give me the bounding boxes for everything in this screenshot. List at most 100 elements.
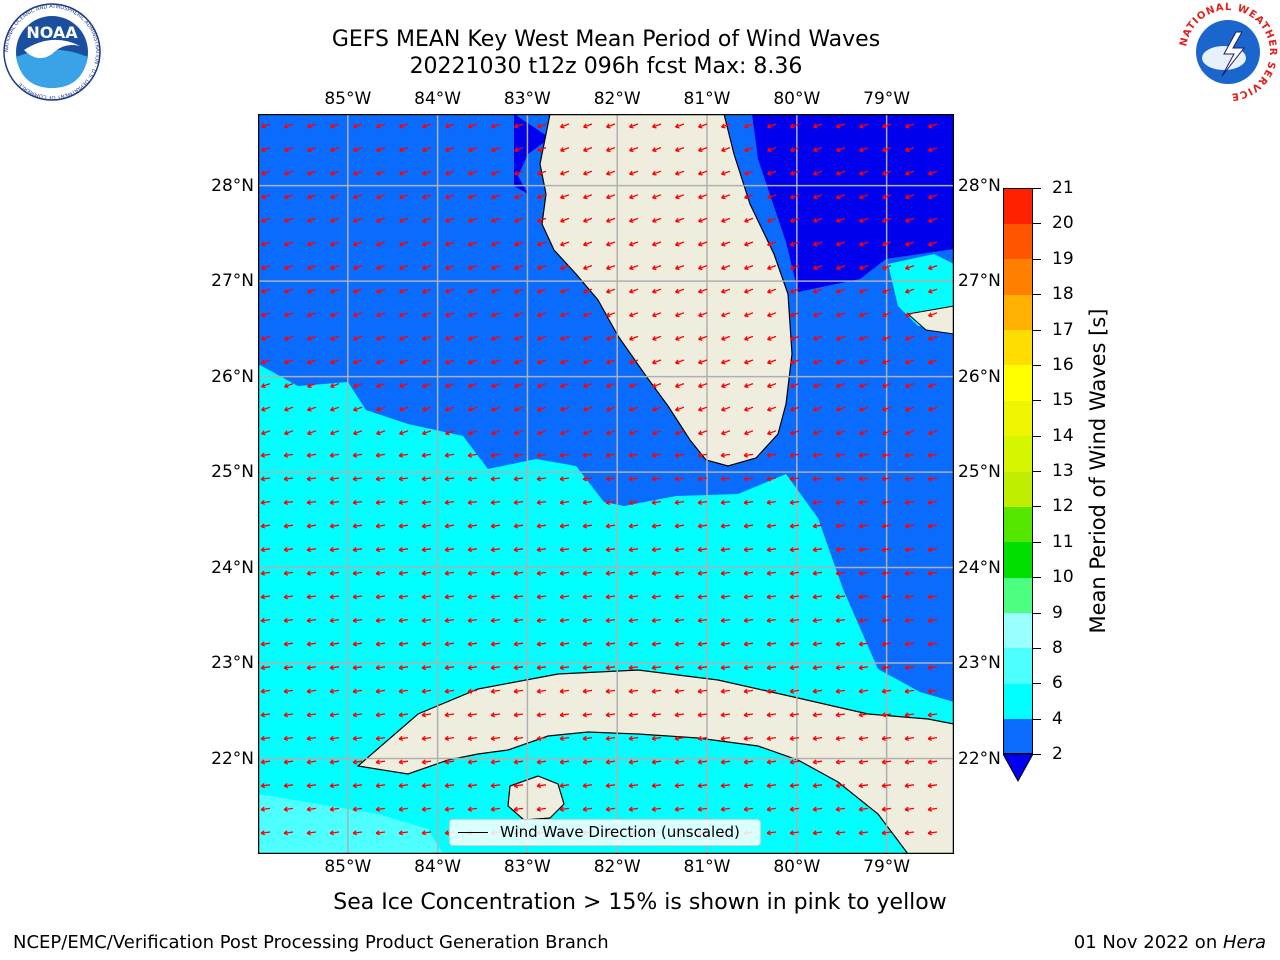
wave-arrow bbox=[468, 288, 478, 294]
wave-arrow bbox=[881, 665, 892, 671]
wave-arrow bbox=[329, 594, 340, 600]
wave-arrow bbox=[537, 359, 547, 365]
wave-arrow bbox=[444, 594, 455, 600]
wave-arrow bbox=[284, 430, 294, 436]
footer-date-text: 01 Nov 2022 on bbox=[1073, 932, 1223, 953]
wave-arrow bbox=[629, 123, 639, 129]
wave-arrow bbox=[560, 382, 570, 389]
wave-arrow bbox=[652, 264, 662, 271]
wave-arrow bbox=[905, 217, 915, 223]
wave-arrow bbox=[789, 594, 800, 600]
lat-tick-label: 28°N bbox=[958, 175, 1001, 196]
wave-arrow bbox=[881, 617, 892, 624]
wave-arrow bbox=[927, 617, 938, 624]
lat-tick-label: 26°N bbox=[211, 366, 254, 387]
colorbar-tick-label: 17 bbox=[1052, 319, 1074, 340]
wave-arrow bbox=[330, 312, 340, 318]
lat-tick-label: 24°N bbox=[211, 557, 254, 578]
wave-arrow bbox=[560, 146, 570, 153]
wave-arrow bbox=[375, 830, 386, 836]
wave-arrow bbox=[767, 406, 777, 412]
wave-arrow bbox=[376, 217, 386, 223]
wave-arrow bbox=[698, 123, 708, 129]
wave-arrow bbox=[651, 641, 662, 647]
wave-arrow bbox=[491, 335, 501, 341]
wave-arrow bbox=[514, 264, 524, 271]
colorbar-segment bbox=[1003, 471, 1033, 507]
wave-arrow bbox=[260, 688, 271, 694]
wave-arrow bbox=[858, 499, 869, 506]
wave-arrow bbox=[284, 288, 294, 294]
wave-arrow bbox=[352, 806, 363, 812]
wave-arrow bbox=[904, 783, 915, 789]
wave-arrow bbox=[858, 523, 869, 529]
wave-arrow bbox=[445, 241, 455, 247]
wave-arrow bbox=[330, 146, 340, 153]
wave-arrow bbox=[514, 217, 524, 223]
colorbar-tick-mark bbox=[1033, 188, 1041, 189]
wave-arrow bbox=[859, 241, 869, 247]
wave-arrow bbox=[744, 264, 754, 271]
wave-arrow bbox=[559, 759, 570, 765]
lat-tick-label: 24°N bbox=[958, 557, 1001, 578]
wave-arrow bbox=[560, 170, 570, 176]
wave-arrow bbox=[812, 641, 823, 647]
wave-arrow bbox=[674, 594, 685, 600]
wave-arrow bbox=[307, 335, 317, 341]
wave-arrow bbox=[812, 452, 823, 458]
colorbar bbox=[1003, 188, 1033, 755]
wave-arrow bbox=[720, 641, 731, 647]
wave-arrow bbox=[606, 312, 616, 318]
wave-arrow bbox=[491, 170, 501, 176]
wave-arrow bbox=[537, 382, 547, 389]
wave-arrow bbox=[422, 288, 432, 294]
wave-arrow bbox=[928, 312, 938, 318]
lat-tick-label: 27°N bbox=[958, 271, 1001, 292]
wave-arrow bbox=[858, 783, 869, 789]
wave-arrow bbox=[330, 264, 340, 271]
wave-arrow bbox=[720, 665, 731, 671]
wave-arrow bbox=[812, 712, 823, 718]
wave-arrow bbox=[559, 452, 570, 458]
wave-arrow bbox=[697, 476, 708, 482]
wave-arrow bbox=[422, 430, 432, 436]
wave-arrow bbox=[606, 382, 616, 389]
wave-arrow bbox=[743, 735, 754, 742]
wave-arrow bbox=[813, 241, 823, 247]
wave-arrow bbox=[422, 146, 432, 153]
wave-arrow bbox=[491, 359, 501, 365]
wave-arrow bbox=[812, 688, 823, 694]
wave-arrow bbox=[675, 241, 685, 247]
wave-arrow bbox=[835, 759, 846, 765]
wave-arrow bbox=[399, 406, 409, 412]
wave-arrow bbox=[720, 783, 731, 789]
wave-arrow bbox=[329, 830, 340, 836]
wave-arrow bbox=[514, 406, 524, 412]
lon-tick-label: 85°W bbox=[324, 857, 372, 877]
wave-arrow bbox=[398, 783, 409, 789]
colorbar-segment bbox=[1003, 188, 1033, 224]
wave-arrow bbox=[651, 476, 662, 482]
wave-arrow bbox=[628, 617, 639, 624]
wave-arrow bbox=[261, 194, 271, 200]
wave-arrow bbox=[514, 382, 524, 389]
wave-arrow bbox=[399, 264, 409, 271]
wave-arrow bbox=[536, 594, 547, 600]
wave-arrow bbox=[283, 617, 294, 624]
wave-arrow bbox=[353, 146, 363, 153]
wave-arrow bbox=[904, 712, 915, 718]
wave-arrow bbox=[698, 430, 708, 436]
wave-arrow bbox=[260, 735, 271, 742]
wave-arrow bbox=[583, 312, 593, 318]
wave-arrow bbox=[261, 430, 271, 436]
wave-arrow bbox=[376, 335, 386, 341]
wave-arrow bbox=[789, 617, 800, 624]
wave-arrow bbox=[422, 241, 432, 247]
wave-arrow bbox=[536, 712, 547, 718]
ocean-under-2s-region bbox=[752, 114, 954, 292]
wave-arrow bbox=[651, 665, 662, 671]
wave-arrow bbox=[927, 547, 938, 553]
wave-arrow bbox=[674, 665, 685, 671]
wave-arrow bbox=[352, 830, 363, 836]
wave-arrow bbox=[928, 264, 938, 271]
